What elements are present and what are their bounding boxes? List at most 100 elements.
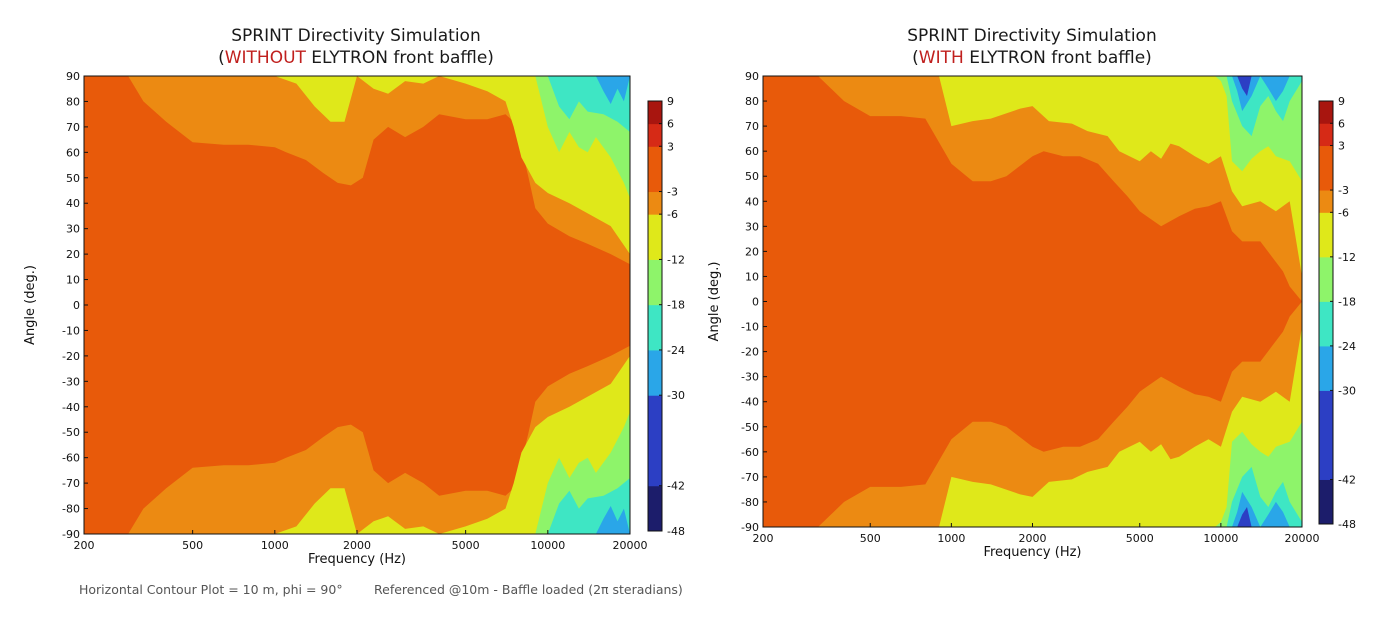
- colorbar-tick-label: -48: [667, 525, 685, 538]
- y-tick-label: 70: [745, 120, 759, 133]
- y-tick-label: 40: [66, 197, 80, 210]
- x-tick-label: 1000: [261, 539, 289, 552]
- colorbar-segment: [648, 214, 662, 260]
- y-tick-label: -40: [62, 401, 80, 414]
- colorbar-segment: [648, 485, 662, 532]
- colorbar-tick-label: -12: [667, 253, 685, 266]
- colorbar-segment: [648, 101, 662, 125]
- chart-panel-without-baffle: SPRINT Directivity Simulation (WITHOUT E…: [0, 0, 690, 620]
- y-tick-label: 90: [66, 70, 80, 83]
- footer-left-note: Horizontal Contour Plot = 10 m, phi = 90…: [79, 582, 343, 597]
- colorbar-tick-label: -6: [1338, 206, 1349, 219]
- contour-chart-right: 90 80 70 60 50 40 30 20 10 0 -10 -20 -30 -40 -50 -60 -70…: [707, 70, 1356, 560]
- colorbar-frame: [647, 100, 663, 532]
- x-tick-label: 10000: [530, 539, 565, 552]
- colorbar-tick-label: -42: [667, 480, 685, 493]
- colorbar-tick-label: -3: [1338, 184, 1349, 197]
- colorbar-tick-label: 6: [1338, 117, 1345, 130]
- x-tick-label: 20000: [613, 539, 648, 552]
- colorbar-segment: [1319, 256, 1333, 302]
- y-tick-label: 80: [66, 95, 80, 108]
- x-tick-label: 200: [74, 539, 95, 552]
- x-axis-label: Frequency (Hz): [308, 552, 406, 567]
- contour-band-bottom-minus24: [595, 506, 630, 534]
- chart-title-line2: (WITHOUT ELYTRON front baffle): [218, 48, 494, 68]
- y-tick-label: 10: [745, 270, 759, 283]
- y-tick-label: -10: [62, 324, 80, 337]
- y-tick-label: -50: [62, 426, 80, 439]
- contour-band-bottom-minus6: [763, 326, 1302, 527]
- colorbar-tick-label: -24: [667, 344, 685, 357]
- colorbar-segment: [648, 304, 662, 351]
- title-highlight: WITH: [918, 48, 964, 68]
- colorbar-tick-label: -42: [1338, 473, 1356, 486]
- colorbar-tick-label: -18: [1338, 295, 1356, 308]
- y-tick-label: 20: [66, 248, 80, 261]
- x-tick-label: 2000: [343, 539, 371, 552]
- y-tick-label: -40: [741, 396, 759, 409]
- colorbar-segment: [1319, 345, 1333, 391]
- y-tick-label: -50: [741, 421, 759, 434]
- colorbar-tick-label: -30: [667, 389, 685, 402]
- y-tick-label: 40: [745, 195, 759, 208]
- y-tick-label: 70: [66, 121, 80, 134]
- y-tick-label: -20: [741, 346, 759, 359]
- y-tick-label: -90: [741, 521, 759, 534]
- colorbar-tick-label: 3: [1338, 140, 1345, 153]
- colorbar-segment: [1319, 101, 1333, 124]
- contour-band-top-minus24: [595, 76, 630, 104]
- colorbar-segment: [1319, 123, 1333, 147]
- contour-field: [84, 76, 630, 534]
- y-tick-label: -80: [62, 503, 80, 516]
- y-tick-label: -70: [741, 471, 759, 484]
- colorbar-tick-label: -18: [667, 299, 685, 312]
- colorbar-tick-label: -6: [667, 208, 678, 221]
- x-tick-label: 5000: [1126, 532, 1154, 545]
- colorbar-tick-label: 3: [667, 140, 674, 153]
- y-tick-label: 20: [745, 245, 759, 258]
- title-highlight: WITHOUT: [224, 48, 306, 68]
- colorbar-segment: [648, 395, 662, 487]
- colorbar-frame: [1318, 100, 1334, 525]
- contour-band-bottom-minus3: [84, 345, 630, 534]
- colorbar-tick-label: -30: [1338, 384, 1356, 397]
- y-tick-label: 80: [745, 95, 759, 108]
- chart-title-line1: SPRINT Directivity Simulation: [231, 26, 481, 46]
- colorbar-segment: [648, 191, 662, 215]
- colorbar-tick-label: -48: [1338, 518, 1356, 531]
- y-tick-label: 0: [73, 299, 80, 312]
- y-tick-label: -30: [741, 371, 759, 384]
- x-tick-label: 5000: [452, 539, 480, 552]
- y-tick-label: -30: [62, 375, 80, 388]
- y-tick-label: -60: [62, 452, 80, 465]
- contour-band-top-minus6: [763, 76, 1302, 277]
- colorbar-tick-label: -3: [667, 186, 678, 199]
- x-axis-label: Frequency (Hz): [983, 545, 1081, 560]
- colorbar-segment: [1319, 145, 1333, 191]
- y-tick-label: -70: [62, 477, 80, 490]
- colorbar-segment: [1319, 390, 1333, 480]
- y-tick-label: -20: [62, 350, 80, 363]
- colorbar-tick-label: -24: [1338, 340, 1356, 353]
- x-tick-label: 20000: [1285, 532, 1320, 545]
- colorbar-tick-label: 9: [1338, 95, 1345, 108]
- y-axis-label: Angle (deg.): [23, 265, 38, 345]
- colorbar-segment: [648, 349, 662, 396]
- y-tick-label: 30: [745, 220, 759, 233]
- colorbar-segment: [648, 146, 662, 193]
- x-tick-label: 2000: [1019, 532, 1047, 545]
- y-tick-label: 50: [66, 172, 80, 185]
- contour-chart-left: 90 80 70 60 50 40 30 20 10 0 -10 -20 -30 -40 -50 -60 -70…: [23, 70, 685, 567]
- y-tick-label: 30: [66, 223, 80, 236]
- x-tick-label: 10000: [1203, 532, 1238, 545]
- y-axis-label: Angle (deg.): [707, 262, 722, 342]
- y-tick-label: -60: [741, 446, 759, 459]
- colorbar-segment: [1319, 212, 1333, 258]
- x-tick-label: 1000: [937, 532, 965, 545]
- contour-field: [763, 76, 1302, 527]
- y-tick-label: 50: [745, 170, 759, 183]
- y-tick-label: 0: [752, 296, 759, 309]
- x-tick-label: 500: [860, 532, 881, 545]
- y-tick-label: -90: [62, 528, 80, 541]
- contour-band-top-minus30: [1237, 76, 1302, 96]
